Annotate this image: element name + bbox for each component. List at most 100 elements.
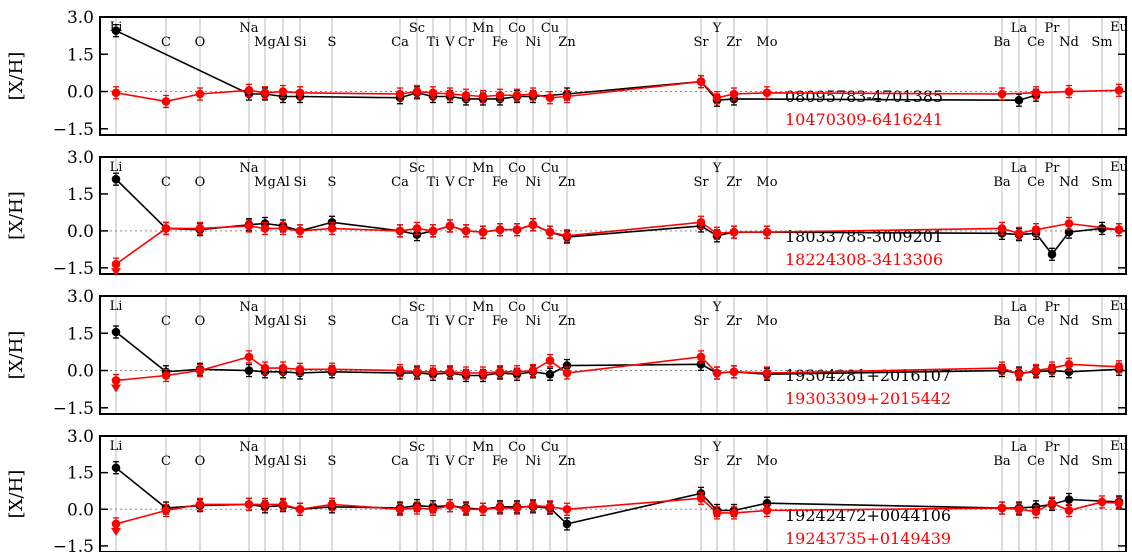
element-label-fe: Fe — [492, 175, 508, 190]
data-point-eu — [1114, 362, 1124, 372]
data-point-ba — [997, 363, 1007, 373]
element-label-cr: Cr — [458, 314, 475, 329]
plot-frame — [99, 156, 1127, 275]
element-label-mn: Mn — [472, 440, 494, 455]
y-axis-label: [X/H] — [6, 470, 27, 519]
element-label-zr: Zr — [726, 314, 742, 329]
element-label-si: Si — [293, 175, 306, 190]
data-point-nd — [1064, 219, 1074, 228]
data-point-mo — [762, 88, 772, 98]
data-point-nd — [1064, 360, 1074, 369]
data-point-na — [244, 85, 254, 95]
data-point-zn — [562, 519, 572, 529]
element-label-ce: Ce — [1027, 454, 1045, 469]
y-tick-label: 1.5 — [67, 185, 94, 205]
data-point-ti — [428, 226, 438, 236]
data-point-ba — [997, 503, 1007, 513]
element-label-nd: Nd — [1059, 35, 1079, 50]
data-point-sm — [1097, 497, 1107, 507]
data-point-fe — [495, 367, 505, 377]
element-label-ni: Ni — [525, 175, 541, 190]
data-point-ca — [395, 366, 405, 375]
data-point-zn — [562, 368, 572, 378]
data-point-cu — [545, 369, 555, 379]
data-point-cu — [545, 356, 555, 365]
y-tick-label: 3.0 — [67, 8, 94, 28]
y-axis-label: [X/H] — [6, 191, 27, 240]
y-tick-label: −1.5 — [53, 399, 94, 419]
data-point-zn — [562, 504, 572, 514]
data-point-co — [512, 225, 522, 234]
element-label-co: Co — [508, 440, 526, 455]
data-point-cu — [545, 502, 555, 512]
data-point-li — [111, 88, 121, 98]
element-label-y: Y — [712, 21, 722, 36]
data-point-na — [244, 352, 254, 362]
data-point-fe — [495, 225, 505, 234]
data-point-sr — [696, 217, 706, 227]
element-label-ce: Ce — [1027, 175, 1045, 190]
data-point-ni — [528, 366, 538, 375]
data-point-ni — [528, 501, 538, 510]
data-point-li — [111, 26, 121, 35]
element-label-v: V — [444, 314, 455, 329]
data-point-nd — [1064, 506, 1074, 515]
element-label-la: La — [1011, 300, 1028, 315]
element-label-mo: Mo — [756, 35, 777, 50]
element-label-zr: Zr — [726, 175, 742, 190]
element-label-sm: Sm — [1091, 35, 1112, 50]
y-tick-label: 1.5 — [67, 45, 94, 65]
element-label-la: La — [1011, 21, 1028, 36]
element-label-o: O — [195, 35, 206, 50]
element-label-o: O — [195, 454, 206, 469]
element-label-la: La — [1011, 161, 1028, 176]
data-point-li — [111, 376, 121, 385]
data-point-li — [111, 174, 121, 184]
element-label-ni: Ni — [525, 454, 541, 469]
data-point-eu — [1114, 225, 1124, 234]
data-point-si — [295, 364, 305, 374]
element-label-na: Na — [239, 161, 258, 176]
element-label-ba: Ba — [993, 175, 1011, 190]
data-point-zn — [562, 92, 572, 101]
element-label-zn: Zn — [558, 35, 576, 50]
star-id-label: 19242472+0044106 — [785, 506, 951, 525]
data-point-zr — [729, 367, 739, 377]
data-point-zn — [562, 231, 572, 241]
data-point-ba — [997, 89, 1007, 99]
data-point-pr — [1047, 363, 1057, 373]
element-label-co: Co — [508, 300, 526, 315]
data-point-o — [195, 500, 205, 509]
data-point-si — [295, 504, 305, 514]
element-label-o: O — [195, 175, 206, 190]
y-tick-label: −1.5 — [53, 259, 94, 279]
element-label-c: C — [161, 314, 171, 329]
element-label-ti: Ti — [427, 454, 440, 469]
data-point-fe — [495, 90, 505, 100]
element-label-sm: Sm — [1091, 314, 1112, 329]
data-point-mn — [478, 92, 488, 101]
element-label-s: S — [328, 314, 337, 329]
element-label-y: Y — [712, 161, 722, 176]
element-label-na: Na — [239, 440, 258, 455]
y-tick-label: 0.0 — [67, 222, 94, 242]
data-point-li — [111, 327, 121, 337]
element-label-al: Al — [275, 454, 290, 469]
data-point-cr — [461, 226, 471, 236]
element-label-si: Si — [293, 314, 306, 329]
data-point-si — [295, 226, 305, 236]
data-point-nd — [1064, 367, 1074, 377]
element-label-al: Al — [275, 35, 290, 50]
data-point-zr — [729, 227, 739, 237]
element-label-ni: Ni — [525, 314, 541, 329]
element-label-na: Na — [239, 300, 258, 315]
element-label-mg: Mg — [254, 314, 276, 329]
element-label-eu: Eu — [1110, 299, 1128, 314]
element-label-nd: Nd — [1059, 454, 1079, 469]
element-label-sm: Sm — [1091, 175, 1112, 190]
element-label-ce: Ce — [1027, 314, 1045, 329]
data-point-zn — [562, 361, 572, 370]
data-point-la — [1014, 504, 1024, 514]
